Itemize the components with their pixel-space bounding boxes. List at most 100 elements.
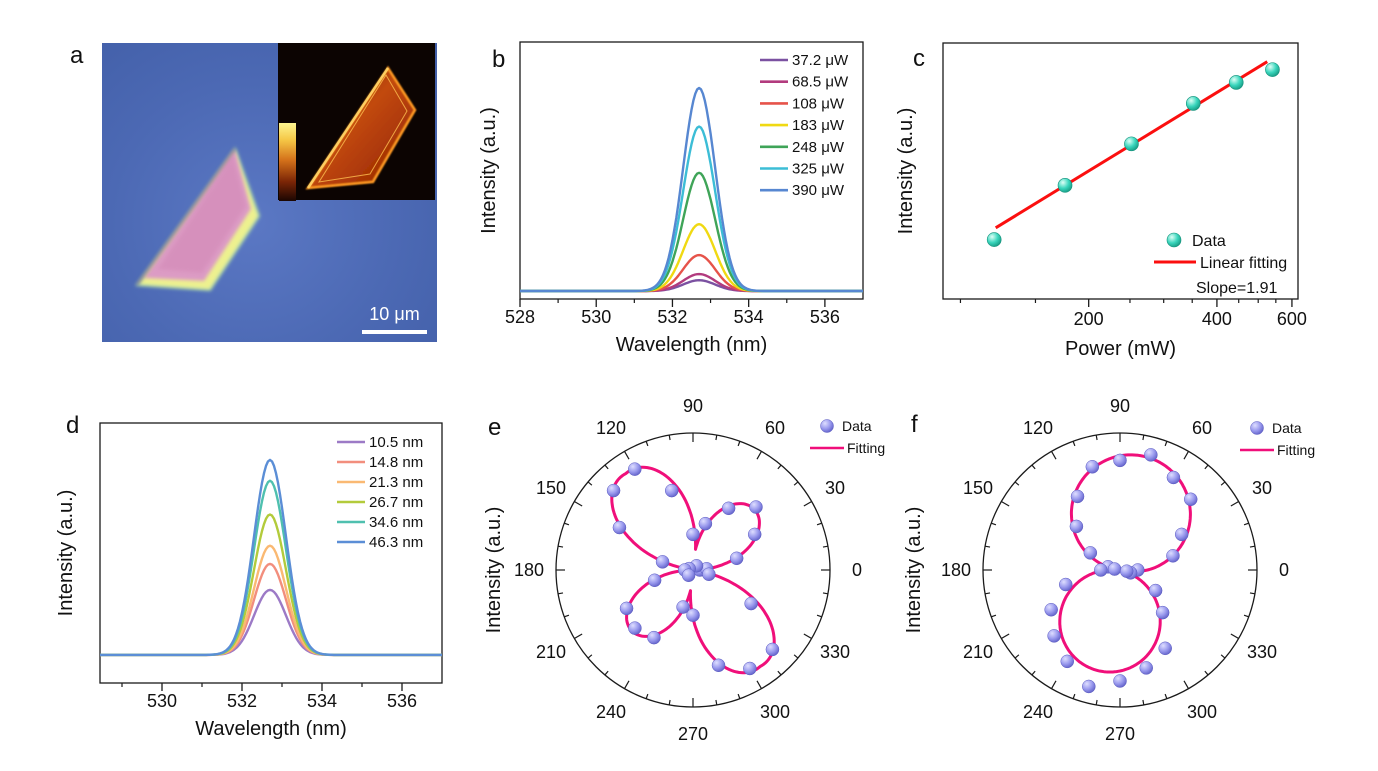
polar-tick (645, 441, 649, 447)
polar-tick (1164, 441, 1168, 447)
polar-data-point-15 (1044, 602, 1058, 617)
legend-data-label: Data (1192, 233, 1226, 250)
polar-tick (1072, 693, 1076, 699)
polar-data-point-23 (711, 658, 726, 673)
polar-tick (564, 522, 570, 526)
polar-angle-label: 120 (1023, 418, 1053, 438)
spectrum-curve-0 (520, 279, 863, 293)
polar-tick (793, 654, 799, 659)
polar-tick (1095, 699, 1098, 706)
polar-tick (1031, 670, 1036, 676)
polar-data-point-11 (606, 483, 621, 498)
polar-data-point-16 (647, 573, 662, 588)
polar-tick (777, 670, 782, 676)
data-point-1 (1057, 178, 1073, 193)
spectrum-curve-0 (100, 588, 442, 657)
polar-angle-label: 120 (596, 418, 626, 438)
spectrum-curve-1 (100, 562, 442, 657)
polar-angle-label: 270 (1105, 724, 1135, 744)
polar-tick (715, 434, 718, 441)
polar-data-point-4 (1166, 470, 1181, 485)
chart-d-thickness-spectra: 530 532 534 536 Wavelength (nm) Intensity (a.… (55, 422, 443, 740)
polar-tick (604, 464, 609, 470)
polar-tick (1164, 693, 1168, 699)
polar-angle-label: 270 (678, 724, 708, 744)
polar-angle-label: 240 (1023, 702, 1053, 722)
polar-tick (991, 522, 997, 526)
polar-tick (1050, 680, 1057, 689)
polar-angle-label: 180 (941, 560, 971, 580)
x-tick-label: 536 (387, 691, 417, 711)
polar-data-point-23 (1148, 583, 1163, 598)
polar-data-point-3 (1183, 492, 1198, 507)
inset-flake-outline (305, 65, 417, 190)
polar-data-point-13 (1094, 563, 1108, 577)
legend-label-2: 108 μW (792, 95, 845, 112)
legend-label-5: 325 μW (792, 161, 845, 178)
x-tick-label: 530 (581, 307, 611, 327)
scale-bar-label: 10 μm (369, 304, 420, 324)
polar-data-point-7 (1085, 460, 1100, 474)
polar-tick (1095, 434, 1098, 441)
inset-flake-inner-edge (317, 74, 408, 183)
legend-label-1: 14.8 nm (369, 454, 423, 471)
data-point-5 (1265, 62, 1280, 77)
polar-angle-label: 90 (1110, 396, 1130, 416)
polar-angle-label: 60 (1192, 418, 1212, 438)
slope-annotation: Slope=1.91 (1196, 280, 1278, 297)
polar-data-point-21 (676, 600, 690, 614)
polar-tick (715, 699, 718, 706)
polar-tick (623, 680, 630, 689)
polar-data-point-5 (1144, 448, 1158, 462)
x-tick-label: 200 (1074, 309, 1104, 329)
panel-b-label: b (492, 46, 506, 73)
panel-d-label: d (66, 412, 80, 439)
polar-angle-label: 300 (1187, 702, 1217, 722)
polar-tick (564, 614, 570, 618)
polar-tick (645, 693, 649, 699)
scale-bar (362, 330, 427, 334)
polar-tick (1243, 614, 1249, 618)
polar-data-point-21 (1158, 641, 1172, 656)
legend-fit-label: Fitting (847, 440, 885, 456)
polar-fit-curve (1058, 453, 1192, 674)
x-tick-label: 532 (657, 307, 687, 327)
polar-data-point-3 (747, 527, 762, 542)
polar-tick (1204, 464, 1209, 470)
y-axis-label: Intensity (a.u.) (55, 490, 77, 617)
polar-tick (1001, 500, 1010, 507)
axes-frame (99, 422, 443, 684)
polar-tick (557, 545, 564, 548)
x-axis-label: Wavelength (nm) (195, 718, 347, 740)
polar-tick (816, 522, 822, 526)
data-point-4 (1228, 75, 1244, 90)
polar-tick (822, 545, 829, 548)
x-tick-label: 400 (1202, 309, 1232, 329)
polar-angle-label: 150 (963, 478, 993, 498)
spectrum-curve-6 (520, 86, 863, 293)
panel-c-label: c (913, 45, 925, 72)
polar-angle-label: 330 (1247, 642, 1277, 662)
polar-data-point-8 (686, 527, 700, 542)
polar-data-point-9 (1069, 519, 1084, 534)
polar-tick (991, 614, 997, 618)
panel-a-micrograph: 10 μm (102, 43, 437, 342)
polar-tick (1014, 654, 1020, 659)
legend-data-marker (1166, 232, 1182, 248)
polar-data-point-18 (1082, 679, 1096, 694)
polar-data-point-14 (1058, 577, 1073, 592)
polar-data-point-8 (1070, 489, 1085, 504)
polar-tick (1243, 522, 1249, 526)
axes-frame (942, 42, 1299, 300)
polar-tick (1050, 451, 1057, 460)
polar-data-point-6 (721, 501, 736, 516)
polar-angle-label: 0 (1279, 560, 1289, 580)
polar-data-point-7 (698, 516, 713, 531)
polar-tick (1249, 592, 1256, 595)
polar-tick (1183, 680, 1190, 689)
polar-angle-label: 240 (596, 702, 626, 722)
polar-tick (777, 464, 782, 470)
y-axis-label: Intensity (a.u.) (895, 108, 917, 235)
legend-label-4: 34.6 nm (369, 514, 423, 531)
legend-label-0: 10.5 nm (369, 434, 423, 451)
